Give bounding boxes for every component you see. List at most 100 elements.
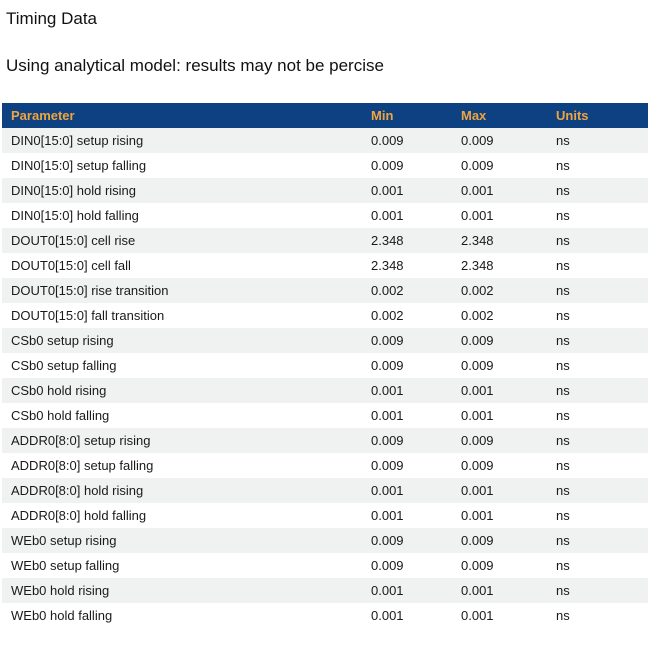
row-units: ns bbox=[556, 333, 570, 348]
row-max: 0.009 bbox=[461, 458, 494, 473]
row-units: ns bbox=[556, 458, 570, 473]
row-parameter: DIN0[15:0] hold rising bbox=[11, 183, 137, 198]
row-max: 0.001 bbox=[461, 383, 494, 398]
row-min: 0.001 bbox=[371, 608, 404, 623]
table-row: WEb0 hold rising 0.001 0.001 ns bbox=[2, 578, 648, 603]
row-max: 0.001 bbox=[461, 583, 494, 598]
row-min: 0.001 bbox=[371, 183, 404, 198]
row-max: 2.348 bbox=[461, 258, 494, 273]
row-max: 0.001 bbox=[461, 508, 494, 523]
table-header: Parameter Min Max Units bbox=[2, 103, 648, 128]
column-header-parameter: Parameter bbox=[11, 108, 75, 123]
row-parameter: DIN0[15:0] hold falling bbox=[11, 208, 139, 223]
table-row: ADDR0[8:0] hold rising 0.001 0.001 ns bbox=[2, 478, 648, 503]
row-parameter: DIN0[15:0] setup falling bbox=[11, 158, 147, 173]
column-header-max: Max bbox=[461, 108, 487, 123]
column-header-units: Units bbox=[556, 108, 589, 123]
table-row: DIN0[15:0] hold falling 0.001 0.001 ns bbox=[2, 203, 648, 228]
row-parameter: WEb0 setup falling bbox=[11, 558, 120, 573]
row-parameter: WEb0 hold falling bbox=[11, 608, 113, 623]
row-min: 0.001 bbox=[371, 408, 404, 423]
row-units: ns bbox=[556, 383, 570, 398]
row-min: 0.009 bbox=[371, 458, 404, 473]
row-min: 0.002 bbox=[371, 308, 404, 323]
row-min: 0.009 bbox=[371, 158, 404, 173]
row-min: 0.001 bbox=[371, 208, 404, 223]
table-row: DOUT0[15:0] fall transition 0.002 0.002 ns bbox=[2, 303, 648, 328]
row-units: ns bbox=[556, 433, 570, 448]
table-row: DIN0[15:0] setup falling 0.009 0.009 ns bbox=[2, 153, 648, 178]
row-max: 0.001 bbox=[461, 208, 494, 223]
row-max: 0.001 bbox=[461, 483, 494, 498]
row-min: 0.001 bbox=[371, 583, 404, 598]
row-max: 0.002 bbox=[461, 283, 494, 298]
row-units: ns bbox=[556, 208, 570, 223]
row-min: 0.001 bbox=[371, 383, 404, 398]
table-header-row: Parameter Min Max Units bbox=[2, 103, 648, 128]
row-max: 0.009 bbox=[461, 158, 494, 173]
row-units: ns bbox=[556, 258, 570, 273]
row-min: 0.009 bbox=[371, 558, 404, 573]
row-min: 2.348 bbox=[371, 233, 404, 248]
row-min: 0.001 bbox=[371, 483, 404, 498]
row-units: ns bbox=[556, 483, 570, 498]
page-title: Timing Data bbox=[6, 9, 98, 28]
row-max: 0.009 bbox=[461, 333, 494, 348]
row-units: ns bbox=[556, 408, 570, 423]
table-row: ADDR0[8:0] hold falling 0.001 0.001 ns bbox=[2, 503, 648, 528]
row-units: ns bbox=[556, 133, 570, 148]
table-row: WEb0 setup rising 0.009 0.009 ns bbox=[2, 528, 648, 553]
timing-table: Parameter Min Max Units DIN0[15:0] setup… bbox=[2, 103, 648, 628]
table-row: ADDR0[8:0] setup falling 0.009 0.009 ns bbox=[2, 453, 648, 478]
row-max: 0.009 bbox=[461, 558, 494, 573]
row-units: ns bbox=[556, 308, 570, 323]
row-parameter: DOUT0[15:0] fall transition bbox=[11, 308, 165, 323]
row-units: ns bbox=[556, 533, 570, 548]
row-max: 0.009 bbox=[461, 433, 494, 448]
row-min: 0.009 bbox=[371, 133, 404, 148]
row-max: 0.001 bbox=[461, 183, 494, 198]
table-row: DIN0[15:0] hold rising 0.001 0.001 ns bbox=[2, 178, 648, 203]
row-max: 0.009 bbox=[461, 358, 494, 373]
row-parameter: ADDR0[8:0] setup rising bbox=[11, 433, 151, 448]
row-min: 0.009 bbox=[371, 433, 404, 448]
row-parameter: DOUT0[15:0] cell rise bbox=[11, 233, 136, 248]
timing-report-page: Timing Data Using analytical model: resu… bbox=[2, 9, 648, 628]
table-row: DOUT0[15:0] cell rise 2.348 2.348 ns bbox=[2, 228, 648, 253]
row-parameter: WEb0 setup rising bbox=[11, 533, 117, 548]
row-max: 0.001 bbox=[461, 608, 494, 623]
row-parameter: DOUT0[15:0] rise transition bbox=[11, 283, 169, 298]
row-parameter: CSb0 hold rising bbox=[11, 383, 107, 398]
row-min: 0.009 bbox=[371, 333, 404, 348]
row-max: 0.009 bbox=[461, 133, 494, 148]
row-max: 0.001 bbox=[461, 408, 494, 423]
row-min: 0.002 bbox=[371, 283, 404, 298]
table-row: WEb0 setup falling 0.009 0.009 ns bbox=[2, 553, 648, 578]
row-parameter: WEb0 hold rising bbox=[11, 583, 110, 598]
table-row: CSb0 setup falling 0.009 0.009 ns bbox=[2, 353, 648, 378]
row-units: ns bbox=[556, 158, 570, 173]
row-min: 0.001 bbox=[371, 508, 404, 523]
row-max: 0.002 bbox=[461, 308, 494, 323]
row-units: ns bbox=[556, 583, 570, 598]
table-row: DOUT0[15:0] rise transition 0.002 0.002 ns bbox=[2, 278, 648, 303]
row-min: 2.348 bbox=[371, 258, 404, 273]
row-max: 2.348 bbox=[461, 233, 494, 248]
page-subtitle: Using analytical model: results may not … bbox=[6, 56, 384, 75]
row-parameter: DIN0[15:0] setup rising bbox=[11, 133, 144, 148]
table-row: DIN0[15:0] setup rising 0.009 0.009 ns bbox=[2, 128, 648, 153]
row-min: 0.009 bbox=[371, 533, 404, 548]
table-row: CSb0 setup rising 0.009 0.009 ns bbox=[2, 328, 648, 353]
table-row: ADDR0[8:0] setup rising 0.009 0.009 ns bbox=[2, 428, 648, 453]
table-row: WEb0 hold falling 0.001 0.001 ns bbox=[2, 603, 648, 628]
row-parameter: CSb0 setup falling bbox=[11, 358, 117, 373]
row-parameter: CSb0 hold falling bbox=[11, 408, 110, 423]
table-row: CSb0 hold rising 0.001 0.001 ns bbox=[2, 378, 648, 403]
row-units: ns bbox=[556, 358, 570, 373]
row-units: ns bbox=[556, 283, 570, 298]
row-units: ns bbox=[556, 558, 570, 573]
row-units: ns bbox=[556, 233, 570, 248]
row-max: 0.009 bbox=[461, 533, 494, 548]
table-row: CSb0 hold falling 0.001 0.001 ns bbox=[2, 403, 648, 428]
column-header-min: Min bbox=[371, 108, 394, 123]
